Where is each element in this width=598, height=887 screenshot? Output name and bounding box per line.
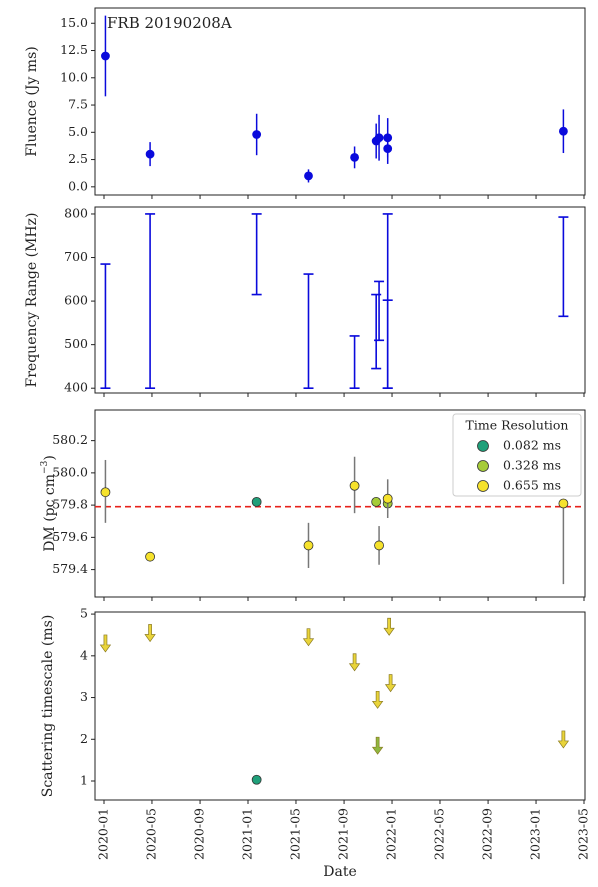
data-point [350,152,359,162]
x-tick-label: 2022-01 [384,808,399,860]
label-part: DM (pc cm [42,474,58,552]
x-tick-label: 2023-01 [528,808,543,860]
legend-box [452,413,582,497]
y-tick-label: 3 [80,689,88,704]
data-point [100,487,111,498]
frequency-range [558,216,569,318]
x-tick-label: 2021-09 [336,808,351,860]
y-axis-label: Frequency Range (MHz) [24,213,40,388]
y-axis-label: Fluence (Jy ms) [24,46,40,156]
y-tick-label: 12.5 [60,42,88,57]
y-tick-label: 400 [64,380,88,395]
legend-label: 0.082 ms [503,438,561,453]
upper-limit-arrow [384,674,397,693]
data-point [558,126,568,136]
x-tick-label: 2023-05 [575,808,590,860]
data-point [349,480,360,491]
data-point [558,498,569,509]
upper-limit-arrow [371,690,384,709]
frequency-range [382,299,393,390]
data-point [304,171,313,181]
label-part: ) [42,455,58,460]
y-tick-label: 500 [64,336,88,351]
data-point [303,540,314,551]
data-point [382,493,393,504]
x-axis-label: Date [323,864,356,880]
legend-label: 0.328 ms [503,458,561,473]
upper-limit-arrow [371,736,384,755]
y-tick-label: 579.4 [52,561,88,576]
y-tick-label: 2 [80,731,88,746]
frequency-range [251,213,262,296]
data-point [145,149,155,159]
data-point [251,496,262,507]
y-axis-label: DM (pc cm−3) [40,455,59,552]
x-tick-label: 2021-01 [240,808,255,860]
y-tick-label: 579.6 [52,529,88,544]
legend-title: Time Resolution [466,418,569,433]
y-tick-label: 700 [64,249,88,264]
plot-frame [94,7,586,196]
data-point [383,144,393,154]
y-tick-label: 7.5 [68,97,88,112]
y-tick-label: 15.0 [60,15,88,30]
y-tick-label: 2.5 [68,151,88,166]
y-tick-label: 4 [80,647,88,662]
upper-limit-arrow [99,634,112,653]
upper-limit-arrow [144,624,156,643]
y-tick-label: 5 [80,606,88,621]
plot-frame [94,409,586,598]
y-tick-label: 580.2 [52,432,88,447]
y-tick-label: 800 [64,205,88,220]
upper-limit-arrow [302,628,315,647]
frequency-range [145,213,156,390]
frequency-range [349,335,360,390]
y-tick-label: 579.8 [52,497,88,512]
y-tick-label: 580.0 [52,464,88,479]
y-tick-label: 10.0 [60,69,88,84]
data-point [101,51,110,61]
data-point [371,496,382,507]
data-point [145,551,155,562]
annotation: FRB 20190208A [107,14,232,32]
y-tick-label: 1 [80,773,88,788]
upper-limit-arrow [383,617,395,636]
legend-label: 0.655 ms [503,478,561,493]
y-axis-label: Scattering timescale (ms) [40,615,56,798]
legend-marker [477,460,489,472]
upper-limit-arrow [557,730,570,749]
plot-frame [94,206,586,394]
y-tick-label: 600 [64,293,88,308]
data-point [251,774,262,785]
data-point [252,130,262,139]
upper-limit-arrow [348,653,361,672]
frequency-range [100,263,111,390]
y-tick-label: 0.0 [68,178,88,193]
legend-marker [477,440,489,452]
x-tick-label: 2022-09 [480,808,495,860]
legend-marker [477,480,489,492]
x-tick-label: 2021-05 [287,808,302,860]
y-tick-label: 5.0 [68,124,88,139]
data-point [374,133,384,143]
plot-frame [94,611,586,801]
x-tick-label: 2020-09 [192,808,207,860]
x-tick-label: 2022-05 [431,808,446,860]
frequency-range [374,280,385,342]
data-point [374,540,384,551]
x-tick-label: 2020-05 [143,808,158,860]
frequency-range [303,273,314,390]
x-tick-label: 2020-01 [96,808,111,860]
label-part: −3 [40,460,50,474]
